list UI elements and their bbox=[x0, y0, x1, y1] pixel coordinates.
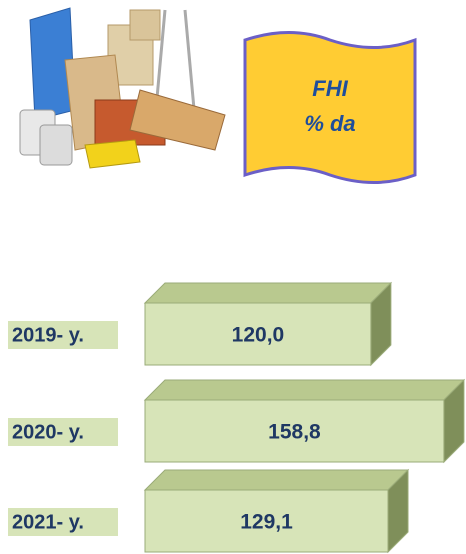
value-label: 120,0 bbox=[232, 324, 285, 347]
flag-banner bbox=[245, 33, 415, 183]
value-label: 158,8 bbox=[268, 421, 321, 444]
chart-subtitle: % da bbox=[304, 111, 355, 136]
value-label: 129,1 bbox=[240, 511, 293, 534]
category-label: 2019- y. bbox=[12, 324, 84, 346]
chart: FHI % da 2019- y. 120,0 2020- y. 158,8 2021-… bbox=[0, 0, 466, 554]
bar-top bbox=[145, 283, 391, 303]
bar-top bbox=[145, 380, 464, 400]
chart-title: FHI bbox=[312, 76, 348, 101]
category-label: 2020- y. bbox=[12, 421, 84, 443]
materials-illustration bbox=[20, 8, 225, 168]
category-label: 2021- y. bbox=[12, 511, 84, 533]
bar-top bbox=[145, 470, 408, 490]
